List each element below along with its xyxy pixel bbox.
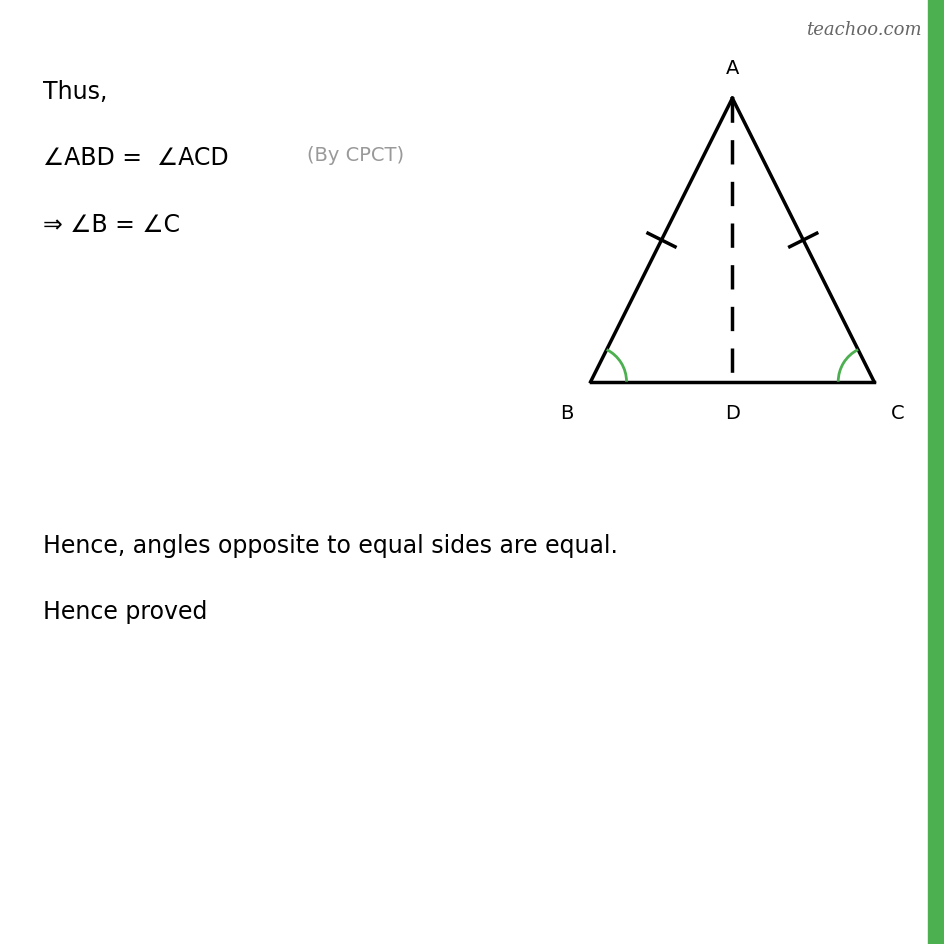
Text: B: B	[560, 403, 573, 422]
Text: teachoo.com: teachoo.com	[805, 21, 920, 39]
Text: ⇒ ∠B = ∠C: ⇒ ∠B = ∠C	[42, 212, 179, 236]
Text: C: C	[890, 403, 903, 422]
Text: Hence, angles opposite to equal sides are equal.: Hence, angles opposite to equal sides ar…	[42, 533, 616, 557]
Text: ∠ABD =  ∠ACD: ∠ABD = ∠ACD	[42, 146, 228, 170]
Text: (By CPCT): (By CPCT)	[307, 146, 404, 165]
Bar	[927, 0, 944, 944]
Text: Hence proved: Hence proved	[42, 599, 207, 623]
Text: D: D	[724, 403, 739, 422]
Text: A: A	[725, 59, 738, 78]
Text: Thus,: Thus,	[42, 80, 107, 104]
